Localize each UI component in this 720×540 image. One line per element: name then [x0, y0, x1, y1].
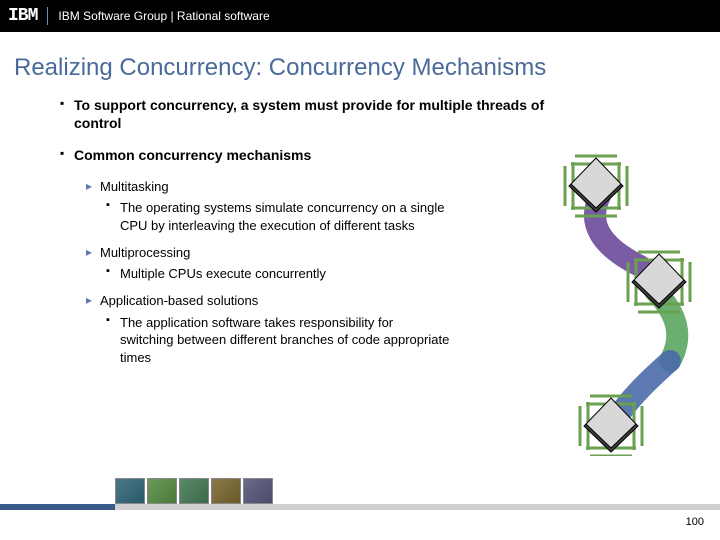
cpu-chip-icon: [580, 396, 642, 456]
bullet-text: Common concurrency mechanisms: [74, 146, 311, 164]
cpu-chips-illustration: [520, 146, 720, 446]
square-bullet-icon: ▪: [60, 146, 74, 164]
bullet-text: Multiple CPUs execute concurrently: [120, 265, 326, 283]
header-text: IBM Software Group | Rational software: [58, 9, 269, 23]
square-bullet-icon: ▪: [106, 199, 120, 234]
footer-thumb-icon: [179, 478, 209, 504]
page-number: 100: [686, 516, 704, 528]
header-bar: IBM IBM Software Group | Rational softwa…: [0, 0, 720, 32]
footer-bar: [0, 504, 720, 510]
chips-svg: [520, 146, 720, 456]
ibm-logo: IBM: [8, 6, 37, 26]
footer-thumb-icon: [147, 478, 177, 504]
arrow-bullet-icon: ▸: [86, 179, 100, 196]
cpu-chip-icon: [565, 156, 627, 216]
footer-thumb-icon: [115, 478, 145, 504]
square-bullet-icon: ▪: [60, 96, 74, 132]
bullet-text: The operating systems simulate concurren…: [120, 199, 450, 234]
slide-title: Realizing Concurrency: Concurrency Mecha…: [0, 32, 720, 96]
square-bullet-icon: ▪: [106, 265, 120, 283]
cpu-chip-icon: [628, 252, 690, 312]
slide-content: ▪ To support concurrency, a system must …: [0, 96, 720, 367]
bullet-text: Multitasking: [100, 179, 169, 196]
square-bullet-icon: ▪: [106, 314, 120, 367]
footer-thumb-icon: [243, 478, 273, 504]
footer-thumb-icon: [211, 478, 241, 504]
bullet-text: To support concurrency, a system must pr…: [74, 96, 594, 132]
arrow-bullet-icon: ▸: [86, 245, 100, 262]
footer-icon-row: [115, 478, 273, 504]
header-divider: [47, 7, 48, 25]
bullet-text: The application software takes responsib…: [120, 314, 450, 367]
bullet-level1: ▪ To support concurrency, a system must …: [60, 96, 680, 132]
bullet-text: Multiprocessing: [100, 245, 190, 262]
arrow-bullet-icon: ▸: [86, 293, 100, 310]
bullet-text: Application-based solutions: [100, 293, 258, 310]
